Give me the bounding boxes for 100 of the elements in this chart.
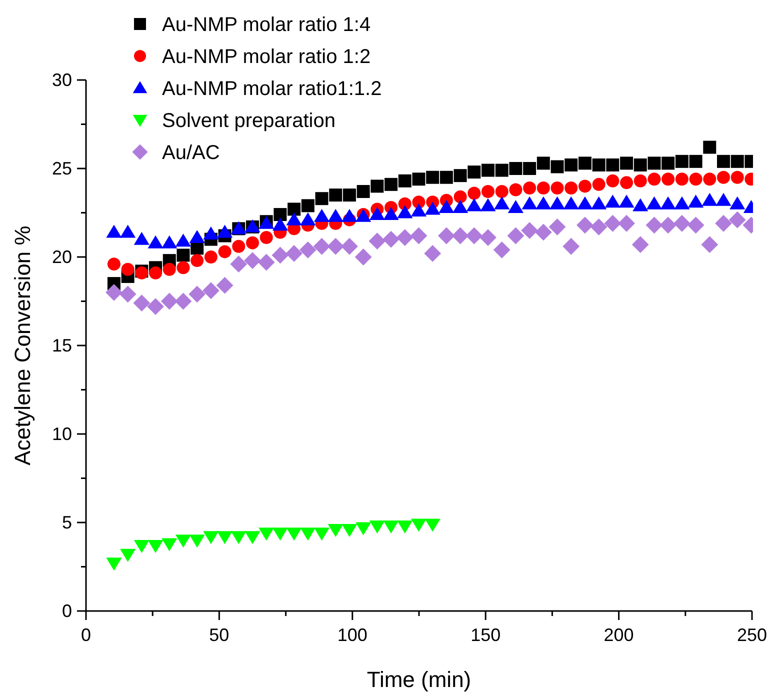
point (466, 227, 483, 244)
point (675, 172, 688, 186)
point (509, 162, 522, 175)
point (523, 162, 536, 175)
point (314, 528, 330, 541)
point (632, 198, 648, 212)
point (369, 207, 385, 220)
point (341, 238, 358, 255)
point (288, 202, 301, 216)
point (660, 216, 677, 234)
point (662, 172, 675, 186)
point (521, 222, 538, 239)
point (356, 522, 372, 536)
point (272, 528, 288, 541)
point (536, 181, 550, 194)
y-tick-label: 0 (62, 601, 72, 621)
point (703, 172, 716, 186)
point (495, 164, 508, 177)
point (687, 216, 704, 234)
point (715, 214, 732, 232)
point (660, 196, 676, 210)
point (452, 227, 469, 244)
point (160, 292, 178, 310)
x-axis-title: Time (min) (366, 667, 472, 692)
point (383, 207, 399, 220)
x-tick-label: 100 (337, 625, 368, 645)
point (175, 534, 192, 548)
point (564, 158, 578, 172)
point (106, 558, 122, 571)
x-tick-label: 250 (736, 625, 768, 645)
point (286, 528, 302, 541)
y-tick-label: 30 (52, 70, 72, 90)
point (274, 208, 287, 222)
point (468, 166, 481, 179)
point (315, 192, 328, 206)
point (493, 241, 510, 258)
point (300, 528, 316, 541)
point (204, 250, 218, 264)
point (384, 178, 398, 191)
point (354, 248, 372, 266)
point (134, 232, 150, 245)
point (716, 154, 730, 168)
point (342, 208, 358, 222)
point (328, 524, 344, 538)
point (618, 194, 634, 208)
y-tick-label: 15 (52, 336, 72, 356)
point (218, 245, 232, 258)
point (549, 196, 566, 210)
point (203, 531, 219, 544)
point (272, 246, 289, 264)
point (230, 256, 248, 273)
point (563, 196, 579, 210)
point (440, 170, 453, 184)
point (162, 538, 178, 552)
point (550, 181, 564, 194)
point (396, 229, 414, 246)
point (620, 176, 634, 190)
point (260, 231, 273, 244)
point (369, 520, 385, 534)
point (689, 172, 702, 186)
point (190, 254, 204, 268)
point (648, 156, 661, 170)
point (604, 214, 622, 232)
point (509, 183, 522, 196)
y-tick-label: 20 (52, 247, 72, 267)
point (604, 194, 620, 208)
point (162, 235, 178, 248)
legend-label: Solvent preparation (162, 110, 336, 132)
point (536, 156, 550, 170)
point (576, 216, 594, 234)
point (258, 254, 275, 271)
point (702, 192, 718, 206)
point (646, 216, 663, 234)
point (410, 518, 427, 532)
point (632, 236, 649, 254)
point (634, 158, 647, 172)
point (564, 181, 578, 194)
point (258, 528, 274, 541)
point (523, 181, 536, 194)
point (119, 286, 136, 303)
point (246, 236, 259, 250)
point (454, 190, 467, 204)
point (272, 218, 288, 231)
point (495, 185, 508, 198)
point (106, 224, 122, 238)
x-tick-label: 150 (470, 625, 501, 645)
point (482, 164, 494, 177)
point (620, 156, 634, 170)
point (216, 531, 233, 544)
point (454, 169, 467, 182)
point (397, 520, 413, 534)
point (244, 531, 260, 544)
point (480, 198, 496, 212)
x-tick-label: 50 (209, 625, 230, 645)
point (536, 196, 552, 210)
y-tick-label: 5 (62, 512, 72, 532)
point (716, 170, 730, 184)
point (328, 208, 344, 222)
point (562, 238, 580, 255)
point (730, 154, 744, 168)
